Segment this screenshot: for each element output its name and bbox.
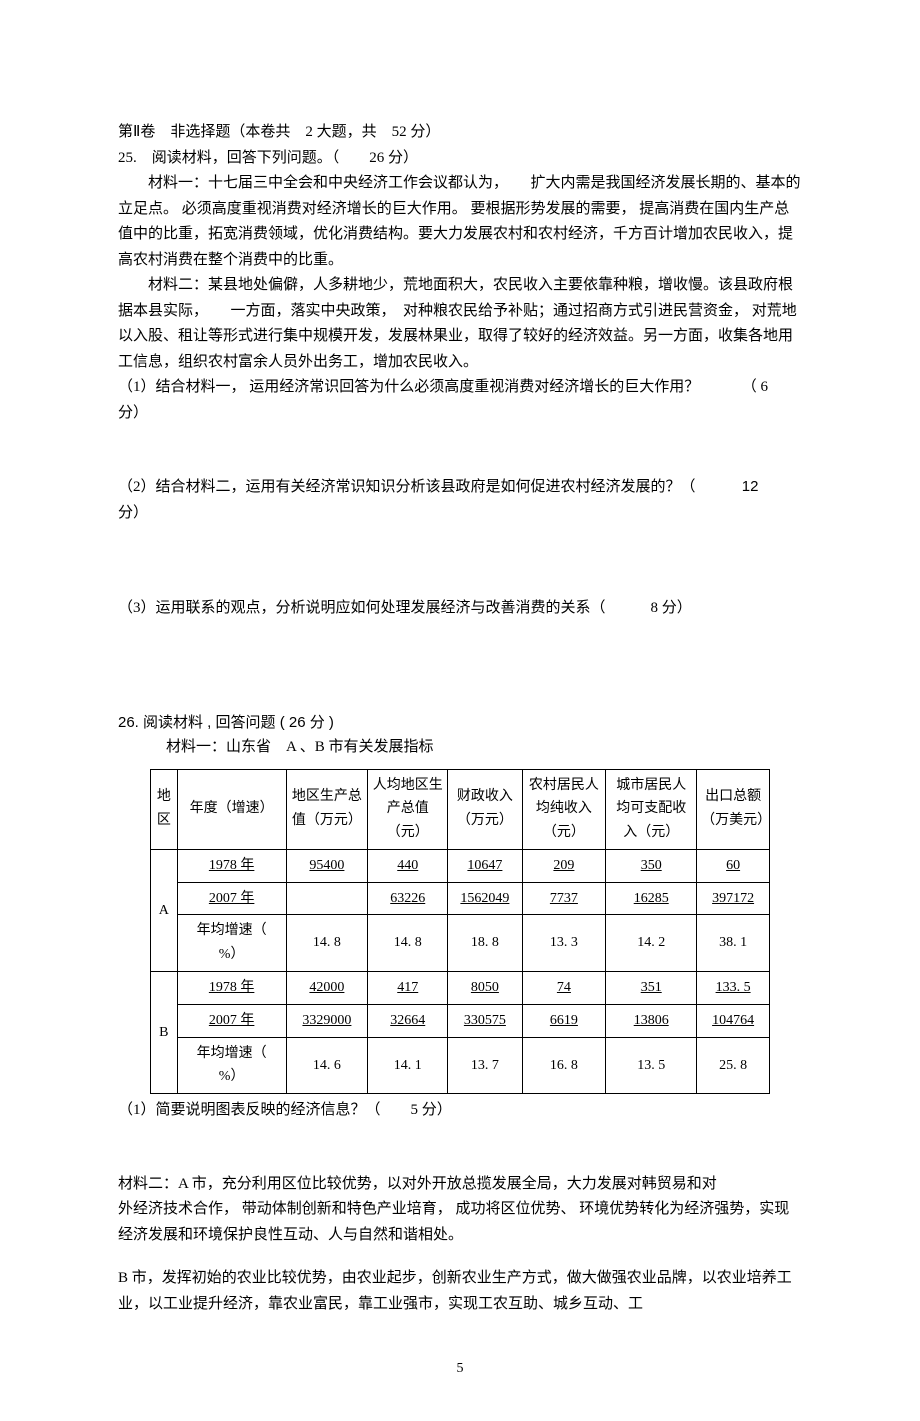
- table-row: B 1978 年 42000 417 8050 74 351 133. 5: [151, 972, 770, 1005]
- data-cell: 13. 7: [448, 1037, 522, 1094]
- q25-part1-line2: 分）: [118, 401, 802, 427]
- data-cell: 74: [522, 972, 606, 1005]
- q25-part1-text: （1）结合材料一， 运用经济常识回答为什么必须高度重视消费对经济增长的巨大作用？: [118, 375, 738, 401]
- region-cell: B: [151, 972, 178, 1094]
- data-cell: 38. 1: [697, 915, 770, 972]
- data-cell: 10647: [448, 849, 522, 882]
- data-cell: 14. 6: [286, 1037, 368, 1094]
- data-cell: 6619: [522, 1004, 606, 1037]
- table-row: 年均增速（ %） 14. 8 14. 8 18. 8 13. 3 14. 2 3…: [151, 915, 770, 972]
- table-head: 地区 年度（增速） 地区生产总值（万元） 人均地区生产总值（元） 财政收入（万元…: [151, 769, 770, 849]
- year-cell: 1978 年: [177, 972, 286, 1005]
- data-cell: 209: [522, 849, 606, 882]
- answer-space-2: [118, 526, 802, 596]
- data-cell: 63226: [368, 882, 448, 915]
- data-cell: 42000: [286, 972, 368, 1005]
- data-cell: [286, 882, 368, 915]
- year-cell: 年均增速（ %）: [177, 915, 286, 972]
- data-cell: 14. 8: [286, 915, 368, 972]
- col-gdp-pc: 人均地区生产总值（元）: [368, 769, 448, 849]
- col-region: 地区: [151, 769, 178, 849]
- answer-space-4: [118, 1124, 802, 1172]
- table-header-row: 地区 年度（增速） 地区生产总值（万元） 人均地区生产总值（元） 财政收入（万元…: [151, 769, 770, 849]
- q25-part2-line2: 分）: [118, 501, 802, 527]
- development-indicators-table: 地区 年度（增速） 地区生产总值（万元） 人均地区生产总值（元） 财政收入（万元…: [150, 769, 770, 1095]
- q26-material2-c: B 市，发挥初始的农业比较优势，由农业起步，创新农业生产方式，做大做强农业品牌，…: [118, 1266, 802, 1317]
- table-row: 2007 年 63226 1562049 7737 16285 397172: [151, 882, 770, 915]
- q26-caption: 材料一：山东省 A 、B 市有关发展指标: [166, 735, 802, 761]
- data-cell: 14. 1: [368, 1037, 448, 1094]
- q25-part2-score: 12: [742, 478, 759, 495]
- q25-material-1: 材料一：十七届三中全会和中央经济工作会议都认为， 扩大内需是我国经济发展长期的、…: [118, 171, 802, 273]
- table-row: 年均增速（ %） 14. 6 14. 1 13. 7 16. 8 13. 5 2…: [151, 1037, 770, 1094]
- col-urban: 城市居民人均可支配收入（元）: [606, 769, 697, 849]
- q25-part3: （3）运用联系的观点，分析说明应如何处理发展经济与改善消费的关系（ 8 分）: [118, 596, 802, 622]
- section-header: 第Ⅱ卷 非选择题（本卷共 2 大题，共 52 分）: [118, 120, 802, 146]
- data-cell: 16. 8: [522, 1037, 606, 1094]
- page-number: 5: [118, 1357, 802, 1381]
- para-gap: [118, 1248, 802, 1266]
- col-year: 年度（增速）: [177, 769, 286, 849]
- q26-lead: 26. 阅读材料 , 回答问题 ( 26 分 ): [118, 710, 802, 736]
- year-cell: 年均增速（ %）: [177, 1037, 286, 1094]
- data-cell: 95400: [286, 849, 368, 882]
- q26-material2-b: 外经济技术合作， 带动体制创新和特色产业培育， 成功将区位优势、 环境优势转化为…: [118, 1197, 802, 1248]
- col-rural: 农村居民人均纯收入（元）: [522, 769, 606, 849]
- q25-part2-text: （2）结合材料二，运用有关经济常识知识分析该县政府是如何促进农村经济发展的？（: [118, 475, 738, 501]
- table-row: 2007 年 3329000 32664 330575 6619 13806 1…: [151, 1004, 770, 1037]
- q25-lead: 25. 阅读材料，回答下列问题。（ 26 分）: [118, 146, 802, 172]
- col-gdp: 地区生产总值（万元）: [286, 769, 368, 849]
- q25-part1-score: （ 6: [742, 379, 768, 395]
- data-cell: 16285: [606, 882, 697, 915]
- q25-part1-line1: （1）结合材料一， 运用经济常识回答为什么必须高度重视消费对经济增长的巨大作用？…: [118, 375, 802, 401]
- year-cell: 1978 年: [177, 849, 286, 882]
- answer-space-1: [118, 426, 802, 474]
- data-cell: 14. 8: [368, 915, 448, 972]
- data-cell: 13806: [606, 1004, 697, 1037]
- data-cell: 104764: [697, 1004, 770, 1037]
- table-body: A 1978 年 95400 440 10647 209 350 60 2007…: [151, 849, 770, 1093]
- data-cell: 8050: [448, 972, 522, 1005]
- page: 第Ⅱ卷 非选择题（本卷共 2 大题，共 52 分） 25. 阅读材料，回答下列问…: [0, 0, 920, 1421]
- year-cell: 2007 年: [177, 1004, 286, 1037]
- col-export: 出口总额（万美元）: [697, 769, 770, 849]
- data-cell: 14. 2: [606, 915, 697, 972]
- data-cell: 13. 3: [522, 915, 606, 972]
- data-cell: 18. 8: [448, 915, 522, 972]
- data-cell: 417: [368, 972, 448, 1005]
- data-cell: 3329000: [286, 1004, 368, 1037]
- data-cell: 1562049: [448, 882, 522, 915]
- data-cell: 25. 8: [697, 1037, 770, 1094]
- data-cell: 351: [606, 972, 697, 1005]
- data-cell: 350: [606, 849, 697, 882]
- col-fiscal: 财政收入（万元）: [448, 769, 522, 849]
- data-cell: 397172: [697, 882, 770, 915]
- q26-part1: （1）简要说明图表反映的经济信息？（ 5 分）: [118, 1098, 802, 1124]
- table-row: A 1978 年 95400 440 10647 209 350 60: [151, 849, 770, 882]
- data-cell: 60: [697, 849, 770, 882]
- data-cell: 133. 5: [697, 972, 770, 1005]
- data-cell: 13. 5: [606, 1037, 697, 1094]
- answer-space-3: [118, 622, 802, 692]
- data-cell: 330575: [448, 1004, 522, 1037]
- q26-material2-a: 材料二：A 市，充分利用区位比较优势，以对外开放总揽发展全局，大力发展对韩贸易和…: [118, 1172, 802, 1198]
- data-cell: 7737: [522, 882, 606, 915]
- data-cell: 440: [368, 849, 448, 882]
- region-cell: A: [151, 849, 178, 971]
- year-cell: 2007 年: [177, 882, 286, 915]
- q25-part2-line1: （2）结合材料二，运用有关经济常识知识分析该县政府是如何促进农村经济发展的？（ …: [118, 474, 802, 501]
- q25-material-2: 材料二：某县地处偏僻，人多耕地少，荒地面积大，农民收入主要依靠种粮，增收慢。该县…: [118, 273, 802, 375]
- data-cell: 32664: [368, 1004, 448, 1037]
